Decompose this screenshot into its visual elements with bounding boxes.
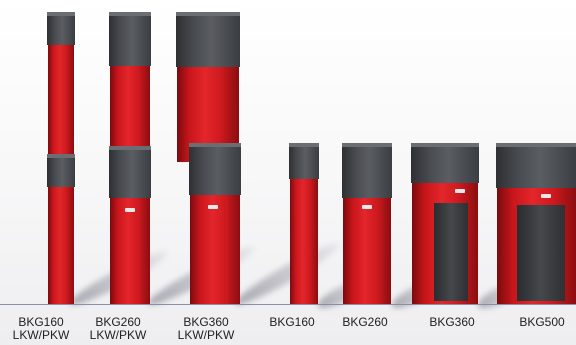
bollard-bkg160-lkw — [47, 154, 75, 304]
label-bkg360: BKG360 — [429, 315, 475, 329]
bollard-bkg260-lkw-tall — [109, 12, 151, 162]
bollard-bkg500 — [496, 143, 576, 304]
bollard-bkg260-lkw — [109, 146, 151, 304]
label-bkg160-lkw: BKG160 LKW/PKW — [12, 315, 70, 342]
label-bkg260-lkw: BKG260 LKW/PKW — [89, 315, 147, 342]
bollard-bkg360-lkw-tall — [176, 12, 240, 162]
label-bkg500: BKG500 — [519, 315, 565, 329]
bollard-bkg260 — [342, 143, 392, 304]
baseline-divider — [0, 304, 576, 305]
bollard-bkg360 — [411, 143, 479, 304]
bollard-bkg160-lkw-tall — [47, 12, 75, 162]
bollard-bkg360-lkw — [189, 143, 241, 304]
label-bkg260: BKG260 — [342, 315, 388, 329]
label-bkg160: BKG160 — [269, 315, 315, 329]
bollard-bkg160 — [289, 143, 319, 304]
label-bkg360-lkw: BKG360 LKW/PKW — [177, 315, 235, 342]
